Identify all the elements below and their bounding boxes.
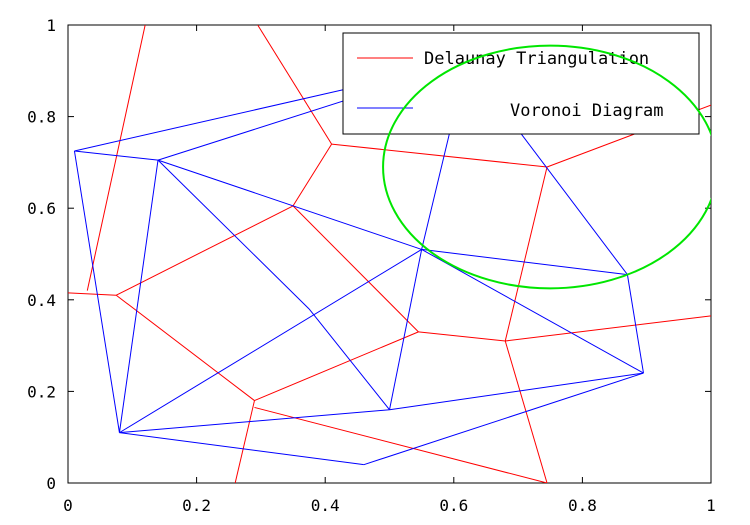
series-segment: [292, 143, 333, 207]
series-segment: [115, 294, 255, 401]
plot-frame: [67, 24, 712, 484]
series-segment: [331, 143, 548, 168]
legend: Delaunay Triangulation Voronoi Diagram: [342, 32, 700, 135]
series-segment: [119, 432, 364, 466]
x-tick-label: 0.8: [568, 496, 597, 515]
x-tick-label: 0: [63, 496, 73, 515]
x-tick-label: 0.6: [439, 496, 468, 515]
y-tick-label: 0.4: [27, 291, 56, 310]
legend-label-delaunay: Delaunay Triangulation: [424, 49, 649, 69]
series-segment: [74, 150, 159, 161]
series-segment: [86, 25, 146, 291]
series-segment: [157, 159, 422, 250]
x-tick-label: 0.4: [311, 496, 340, 515]
series-segment: [363, 372, 644, 466]
series-segment: [115, 205, 294, 296]
series-segment: [73, 150, 120, 433]
series-segment: [254, 331, 419, 402]
series-segment: [292, 205, 419, 333]
series-segment: [118, 160, 159, 433]
highlight-ellipse: [382, 44, 711, 290]
x-tick-label: 1: [706, 496, 716, 515]
y-tick-label: 0.6: [27, 199, 56, 218]
series-segment: [389, 249, 423, 410]
series-segment: [421, 248, 628, 276]
series-segment: [505, 315, 711, 342]
x-tick-label: 0.2: [182, 496, 211, 515]
series-segment: [254, 406, 548, 483]
legend-label-voronoi: Voronoi Diagram: [510, 101, 664, 121]
series-segment: [257, 25, 333, 145]
series-segment: [626, 274, 644, 374]
axis-ticks: 0 0.2 0.4 0.6 0.8 1 0 0.2 0.4 0.6 0.8 1: [27, 16, 716, 515]
series-segment: [119, 409, 390, 434]
y-tick-label: 0: [46, 474, 56, 493]
y-tick-label: 1: [46, 16, 56, 35]
legend-box: [342, 32, 700, 135]
series-segment: [68, 292, 117, 296]
series-segment: [421, 248, 644, 374]
series-segment: [308, 308, 390, 411]
series-segment: [234, 400, 255, 483]
series-segment: [119, 248, 422, 434]
series-segment: [157, 159, 310, 310]
y-tick-label: 0.8: [27, 108, 56, 127]
annotation-layer: [382, 44, 711, 290]
series-segment: [504, 166, 548, 342]
y-tick-label: 0.2: [27, 382, 56, 401]
series-segment: [418, 331, 506, 342]
series-segment: [389, 372, 644, 411]
